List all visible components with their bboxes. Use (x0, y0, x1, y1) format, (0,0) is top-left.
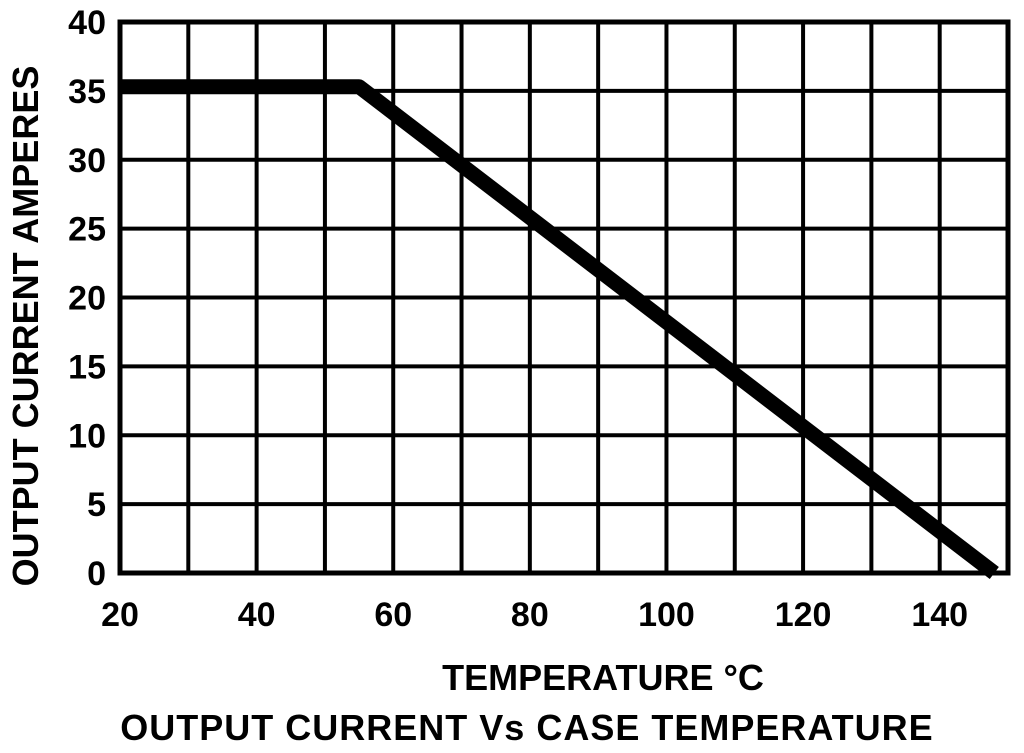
series-layer (120, 79, 999, 579)
x-tick-label: 100 (638, 596, 695, 634)
y-tick-label: 30 (68, 142, 106, 180)
y-tick-labels: 0 5 10 15 20 25 30 35 40 (68, 4, 106, 593)
y-tick-label: 15 (68, 348, 106, 386)
x-tick-label: 120 (775, 596, 832, 634)
y-tick-label: 35 (68, 73, 106, 111)
x-tick-label: 80 (511, 596, 549, 634)
y-axis-label: OUTPUT CURRENT AMPERES (5, 66, 46, 587)
y-tick-label: 25 (68, 211, 106, 249)
y-tick-label: 0 (87, 555, 106, 593)
y-tick-label: 40 (68, 4, 106, 42)
x-tick-label: 40 (238, 596, 276, 634)
x-tick-label: 60 (374, 596, 412, 634)
x-axis-label: TEMPERATURE °C (442, 657, 764, 698)
x-tick-labels: 20 40 60 80 100 120 140 (101, 596, 968, 634)
x-tick-label: 20 (101, 596, 139, 634)
plot-frame (117, 19, 1011, 576)
y-tick-label: 10 (68, 417, 106, 455)
x-tick-label: 140 (911, 596, 968, 634)
y-tick-label: 5 (87, 486, 106, 524)
series-line-0 (120, 79, 999, 579)
y-tick-label: 20 (68, 280, 106, 318)
chart-title: OUTPUT CURRENT Vs CASE TEMPERATURE (120, 707, 933, 748)
